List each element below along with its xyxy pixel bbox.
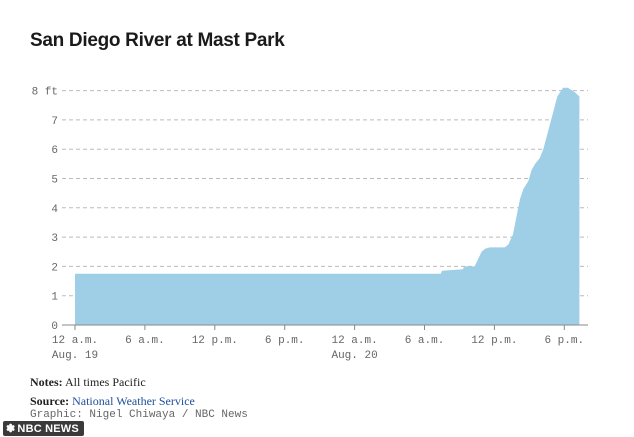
x-tick-label-2: 12 p.m.: [192, 335, 238, 347]
x-axis-tick-labels: 12 a.m. Aug. 19 6 a.m. 12 p.m. 6 p.m. 12 a.m.…: [52, 335, 584, 362]
y-tick-label-1: 1: [51, 292, 58, 304]
source-link[interactable]: National Weather Service: [72, 394, 195, 408]
x-tick-label-1: 6 a.m.: [125, 335, 165, 347]
y-tick-label-5: 5: [51, 175, 58, 187]
x-tick-label-3: 6 p.m.: [265, 335, 305, 347]
source-line: Source: National Weather Service: [30, 392, 195, 411]
x-tick-label-7: 6 p.m.: [544, 335, 584, 347]
nbc-news-logo: ✽ NBC NEWS: [3, 421, 84, 436]
x-tick-label-5: 6 a.m.: [405, 335, 445, 347]
y-tick-label-3: 3: [51, 233, 58, 245]
y-axis-tick-labels: 0 1 2 3 4 5 6 7 8 ft: [32, 87, 59, 333]
y-tick-label-8: 8 ft: [32, 87, 58, 99]
chart-notes: Notes: All times Pacific Source: Nationa…: [30, 373, 195, 411]
x-tick-label-4: 12 a.m.: [331, 335, 377, 347]
y-tick-label-7: 7: [51, 116, 58, 128]
y-tick-label-6: 6: [51, 145, 58, 157]
x-axis: [62, 324, 588, 330]
notes-label: Notes:: [30, 375, 63, 389]
x-tick-label-0: 12 a.m.: [52, 335, 98, 347]
y-tick-label-0: 0: [51, 321, 58, 333]
notes-line: Notes: All times Pacific: [30, 373, 195, 392]
x-tick-sublabel-4: Aug. 20: [331, 350, 377, 362]
river-level-area-0: [75, 87, 580, 325]
plot-area: [75, 87, 580, 325]
source-label: Source:: [30, 394, 70, 408]
graphic-credit: Graphic: Nigel Chiwaya / NBC News: [30, 409, 248, 421]
logo-text: NBC NEWS: [17, 423, 79, 435]
notes-text: All times Pacific: [65, 375, 146, 389]
y-tick-label-2: 2: [51, 262, 58, 274]
nbc-peacock-icon: ✽: [6, 423, 16, 435]
x-tick-sublabel-0: Aug. 19: [52, 350, 98, 362]
x-tick-label-6: 12 p.m.: [471, 335, 517, 347]
chart-title: San Diego River at Mast Park: [30, 30, 285, 51]
y-tick-label-4: 4: [51, 204, 58, 216]
